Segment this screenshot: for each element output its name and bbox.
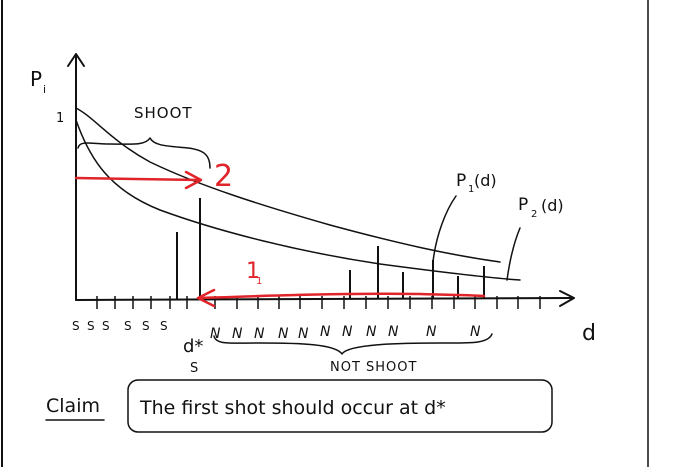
s-mark: S <box>72 319 80 333</box>
p1-label: P <box>456 171 466 191</box>
n-marks: N N N N N N N N N N N <box>210 324 481 342</box>
y-axis-tick-label: 1 <box>56 111 64 126</box>
arrow-1-label: 1 <box>246 259 260 284</box>
n-mark: N <box>470 324 481 340</box>
n-mark: N <box>342 324 353 340</box>
s-marks: S S S S S S <box>72 319 168 333</box>
n-mark: N <box>254 326 265 342</box>
claim-text: The first shot should occur at d* <box>139 397 446 419</box>
drop-lines <box>176 198 485 300</box>
y-axis-arrowhead <box>67 53 85 67</box>
s-mark: S <box>87 319 95 333</box>
not-shoot-label: NOT SHOOT <box>330 360 417 375</box>
p2-label-subscript: 2 <box>531 209 537 220</box>
arrow-1-shaft <box>198 292 486 300</box>
claim-label: Claim <box>46 395 100 417</box>
arrow-2-shaft <box>74 176 202 182</box>
p1-leader-line <box>432 195 457 263</box>
n-mark: N <box>278 326 289 342</box>
not-shoot-brace <box>213 333 493 355</box>
p1-curve <box>75 107 501 263</box>
n-mark: N <box>232 326 243 342</box>
p1-label-subscript: 1 <box>468 184 474 195</box>
s-mark: S <box>102 319 110 333</box>
shoot-brace <box>77 137 211 169</box>
s-mark: S <box>160 319 168 333</box>
arrow-2-head <box>184 170 203 190</box>
n-mark: N <box>388 324 399 340</box>
p2-label: P <box>518 195 528 215</box>
dstar-s-label: S <box>190 361 198 376</box>
s-mark: S <box>142 319 150 333</box>
x-axis <box>75 297 573 301</box>
n-mark: N <box>366 324 377 340</box>
dstar-label: d* <box>183 336 203 357</box>
n-mark: N <box>426 324 437 340</box>
y-axis-label: P <box>30 67 42 91</box>
axes <box>67 53 575 309</box>
x-axis-label: d <box>582 321 596 346</box>
shoot-label: SHOOT <box>134 104 193 122</box>
x-axis-arrowhead <box>559 290 575 307</box>
arrow-2-label: 2 <box>214 159 233 194</box>
n-mark: N <box>298 326 309 342</box>
p2-label-arg: (d) <box>541 196 564 215</box>
red-annotations: 2 1 1 <box>74 159 486 308</box>
p1-label-arg: (d) <box>474 171 497 190</box>
p2-leader-line <box>506 227 521 281</box>
arrow-1-label-subscript: 1 <box>256 276 262 287</box>
arrow-1-head <box>196 288 216 308</box>
s-mark: S <box>124 319 132 333</box>
claim-box <box>127 379 553 433</box>
n-mark: N <box>320 324 331 340</box>
n-mark: N <box>210 326 221 342</box>
y-axis-label-subscript: i <box>43 83 46 96</box>
